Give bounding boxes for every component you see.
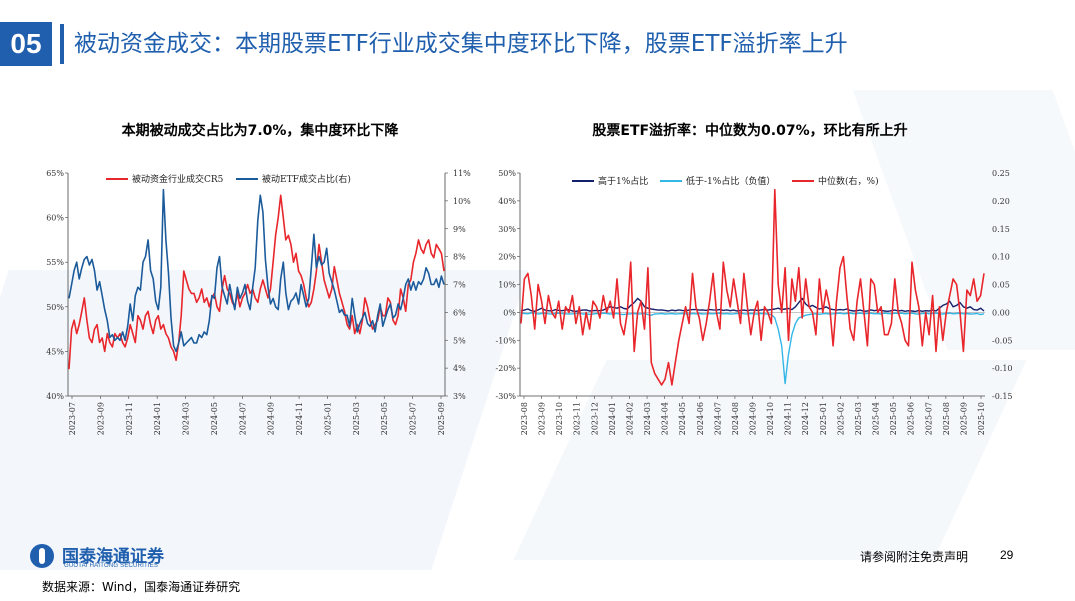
legend-label: 中位数(右，%) [818,175,879,187]
x-tick-label: 2024-11 [784,402,793,435]
right-tick-label: 0.00 [992,308,1010,317]
x-tick-label: 2024-07 [238,402,247,435]
x-tick-label: 2025-04 [872,402,881,435]
header-accent-bar [60,24,64,64]
x-tick-label: 2024-05 [210,402,219,435]
chart2-title: 股票ETF溢折率：中位数为0.07%，环比有所上升 [592,123,908,139]
x-tick-label: 2025-07 [409,402,418,435]
x-tick-label: 2024-01 [153,402,162,435]
x-tick-label: 2025-02 [836,402,845,435]
chart1-title: 本期被动成交占比为7.0%，集中度环比下降 [121,123,399,139]
disclaimer-link[interactable]: 请参阅附注免责声明 [860,550,969,564]
legend-label: 低于-1%占比（负值） [686,175,775,187]
right-tick-label: 0.20 [992,197,1010,206]
left-tick-label: 60% [46,214,64,223]
slide-title: 被动资金成交：本期股票ETF行业成交集中度环比下降，股票ETF溢折率上升 [74,31,848,57]
page-number: 29 [1000,548,1014,562]
x-tick-label: 2024-12 [801,402,810,435]
left-tick-label: 20% [498,253,516,262]
left-tick-label: 40% [498,197,516,206]
series-line-2-1 [520,297,985,313]
x-tick-label: 2023-07 [68,402,77,435]
x-tick-label: 2023-09 [538,402,547,435]
right-tick-label: 8% [453,253,466,262]
x-tick-label: 2024-01 [608,402,617,435]
right-tick-label: 7% [453,281,466,290]
x-tick-label: 2023-09 [96,402,105,435]
x-tick-label: 2025-09 [437,402,446,435]
x-tick-label: 2025-10 [977,402,986,435]
right-tick-label: 6% [453,308,466,317]
right-tick-label: 11% [453,169,471,178]
x-tick-label: 2024-03 [643,402,652,435]
section-number-badge: 05 [0,22,52,66]
right-tick-label: 0.05 [992,281,1010,290]
left-tick-label: 0% [503,308,516,317]
x-tick-label: 2025-08 [942,402,951,435]
x-tick-label: 2024-07 [713,402,722,435]
x-tick-label: 2025-09 [959,402,968,435]
x-tick-label: 2024-06 [696,402,705,435]
right-tick-label: -0.05 [992,336,1013,345]
x-tick-label: 2023-11 [125,402,134,435]
x-tick-label: 2024-05 [678,402,687,435]
left-tick-label: 50% [498,169,516,178]
right-tick-label: 10% [453,197,471,206]
data-source-note: 数据来源：Wind，国泰海通证券研究 [42,580,241,594]
right-tick-label: 5% [453,336,466,345]
right-tick-label: -0.15 [992,392,1013,401]
x-tick-label: 2024-11 [295,402,304,435]
x-tick-label: 2025-03 [854,402,863,435]
left-tick-label: 65% [46,169,64,178]
left-tick-label: -20% [496,364,517,373]
left-tick-label: 40% [46,392,64,401]
legend-label: 被动ETF成交占比(右) [262,173,351,185]
right-tick-label: 0.15 [992,225,1010,234]
x-tick-label: 2024-04 [661,402,670,435]
left-tick-label: 50% [46,303,64,312]
logo-english-name: GUOTAI HAITONG SECURITIES [64,563,159,569]
x-tick-label: 2025-05 [889,402,898,435]
legend-label: 高于1%占比 [598,175,648,187]
x-tick-label: 2023-11 [573,402,582,435]
x-tick-label: 2025-01 [819,402,828,435]
left-tick-label: 10% [498,281,516,290]
x-tick-label: 2024-08 [731,402,740,435]
x-tick-label: 2025-05 [380,402,389,435]
x-tick-label: 2023-10 [555,402,564,435]
right-tick-label: -0.10 [992,364,1013,373]
left-tick-label: 55% [46,258,64,267]
left-tick-label: 30% [498,225,516,234]
left-tick-label: 45% [46,347,64,356]
x-tick-label: 2025-07 [924,402,933,435]
right-tick-label: 3% [453,392,466,401]
x-tick-label: 2024-03 [182,402,191,435]
right-tick-label: 0.25 [992,169,1010,178]
legend-label: 被动资金行业成交CR5 [132,173,224,185]
x-tick-label: 2023-08 [520,402,529,435]
x-tick-label: 2025-03 [352,402,361,435]
left-tick-label: -10% [496,336,517,345]
left-tick-label: -30% [496,392,517,401]
x-tick-label: 2024-02 [625,402,634,435]
series-line-1-1 [68,194,445,370]
right-tick-label: 4% [453,364,466,373]
x-tick-label: 2023-12 [590,402,599,435]
right-tick-label: 0.10 [992,253,1010,262]
x-tick-label: 2024-10 [766,402,775,435]
x-tick-label: 2025-06 [907,402,916,435]
x-tick-label: 2024-09 [267,402,276,435]
x-tick-label: 2024-09 [749,402,758,435]
right-tick-label: 9% [453,225,466,234]
logo-icon [30,544,54,568]
x-tick-label: 2025-01 [323,402,332,435]
series-line-1-2 [68,188,445,353]
slide-header: 05 被动资金成交：本期股票ETF行业成交集中度环比下降，股票ETF溢折率上升 [0,22,1075,66]
logo-chinese-name: 国泰海通证券 [62,547,164,567]
series-line-2-3 [520,188,985,386]
